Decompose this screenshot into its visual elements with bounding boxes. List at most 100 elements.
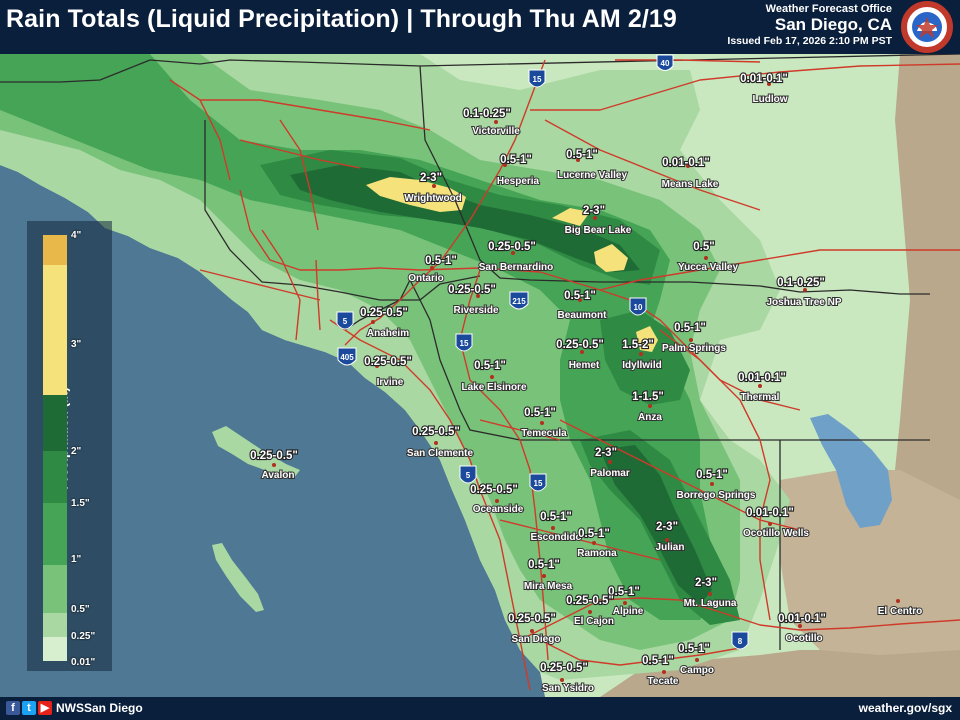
precip-zone-2-3-bigbear: [552, 208, 590, 226]
place-san-ysidro: 0.25-0.5" San Ysidro: [539, 661, 595, 695]
legend-tick-2: 2": [71, 446, 82, 457]
svg-text:5: 5: [343, 317, 348, 326]
svg-text:1.5-2": 1.5-2": [622, 339, 654, 351]
i8-shield: 8: [731, 631, 749, 650]
legend-colorbar: [43, 235, 67, 661]
svg-text:Borrego Springs: Borrego Springs: [677, 490, 756, 501]
svg-text:Oceanside: Oceanside: [473, 504, 524, 515]
svg-text:Means Lake: Means Lake: [662, 179, 719, 190]
svg-text:Julian: Julian: [656, 542, 685, 553]
office-info: Weather Forecast Office San Diego, CA Is…: [727, 3, 892, 47]
youtube-icon[interactable]: ▶: [38, 701, 52, 715]
svg-text:0.01-0.1": 0.01-0.1": [662, 157, 710, 169]
svg-text:Temecula: Temecula: [521, 428, 567, 439]
svg-text:Anaheim: Anaheim: [367, 328, 409, 339]
legend-tick-4: 4": [71, 230, 82, 241]
place-palomar: 2-3" Palomar: [589, 446, 631, 480]
svg-text:Joshua Tree NP: Joshua Tree NP: [766, 297, 841, 308]
svg-text:0.5-1": 0.5-1": [474, 360, 506, 372]
svg-text:0.5": 0.5": [693, 241, 714, 253]
svg-text:0.25-0.5": 0.25-0.5": [488, 241, 536, 253]
place-yucca-valley: 0.5" Yucca Valley: [677, 240, 739, 274]
svg-text:0.1-0.25": 0.1-0.25": [463, 108, 511, 120]
svg-text:8: 8: [738, 637, 743, 646]
legend-swatch-3: [43, 265, 67, 395]
svg-text:2-3": 2-3": [695, 577, 717, 589]
svg-text:0.5-1": 0.5-1": [500, 154, 532, 166]
place-mt-laguna: 2-3" Mt. Laguna: [683, 576, 738, 610]
i5-shield-north: 5: [336, 311, 354, 330]
place-mira-mesa: 0.5-1" Mira Mesa: [523, 558, 574, 593]
svg-text:0.5-1": 0.5-1": [528, 559, 560, 571]
legend-swatch-0-01: [43, 637, 67, 661]
svg-text:0.1-0.25": 0.1-0.25": [777, 277, 825, 289]
place-san-diego: 0.25-0.5" San Diego: [507, 612, 561, 646]
svg-text:0.25-0.5": 0.25-0.5": [360, 307, 408, 319]
legend-tick-3: 3": [71, 339, 82, 350]
svg-text:0.5-1": 0.5-1": [425, 255, 457, 267]
legend-swatch-0-5: [43, 565, 67, 613]
svg-text:0.5-1": 0.5-1": [564, 290, 596, 302]
place-big-bear-lake: 2-3" Big Bear Lake: [564, 204, 633, 237]
svg-text:0.5-1": 0.5-1": [540, 511, 572, 523]
svg-text:0.25-0.5": 0.25-0.5": [470, 484, 518, 496]
svg-text:0.5-1": 0.5-1": [578, 528, 610, 540]
svg-text:Lucerne Valley: Lucerne Valley: [557, 170, 627, 181]
svg-text:San Clemente: San Clemente: [407, 448, 474, 459]
svg-text:Big Bear Lake: Big Bear Lake: [565, 225, 632, 236]
place-oceanside: 0.25-0.5" Oceanside: [469, 483, 525, 516]
social-handle[interactable]: NWSSan Diego: [56, 701, 143, 715]
svg-text:Palomar: Palomar: [590, 468, 630, 479]
svg-text:Yucca Valley: Yucca Valley: [678, 262, 738, 273]
svg-text:Victorville: Victorville: [472, 126, 520, 137]
i15-shield-north: 15: [528, 69, 546, 88]
place-ontario: 0.5-1" Ontario: [407, 254, 458, 285]
svg-text:Hesperia: Hesperia: [497, 176, 540, 187]
san-clemente-island: [212, 543, 264, 612]
place-palm-springs: 0.5-1" Palm Springs: [661, 321, 727, 355]
place-ludlow: 0.01-0.1" Ludlow: [739, 72, 789, 106]
svg-text:0.25-0.5": 0.25-0.5": [566, 595, 614, 607]
precip-zone-idyllwild: [600, 310, 690, 405]
svg-text:Avalon: Avalon: [262, 470, 295, 481]
title-bar: Rain Totals (Liquid Precipitation) | Thr…: [0, 0, 960, 54]
i215-shield: 215: [509, 291, 529, 310]
svg-text:15: 15: [533, 75, 542, 84]
place-labels: 0.1-0.25" Victorville 0.5-1" Hesperia 0.5-…: [249, 72, 923, 695]
place-temecula: 0.5-1" Temecula: [520, 406, 568, 440]
svg-text:Wrightwood: Wrightwood: [404, 193, 462, 204]
i15-shield-south: 15: [529, 473, 547, 492]
place-riverside: 0.25-0.5" Riverside: [447, 283, 500, 317]
facebook-icon[interactable]: f: [6, 701, 20, 715]
precip-zone-1-5-2-idyllwild: [636, 326, 658, 352]
place-borrego-springs: 0.5-1" Borrego Springs: [676, 468, 757, 502]
place-thermal: 0.01-0.1" Thermal: [737, 371, 787, 404]
svg-text:0.25-0.5": 0.25-0.5": [540, 662, 588, 674]
svg-text:Ontario: Ontario: [408, 273, 444, 284]
svg-text:2-3": 2-3": [595, 447, 617, 459]
catalina-island: [212, 426, 300, 478]
desert-terrain-south: [780, 470, 960, 655]
svg-text:Tecate: Tecate: [648, 676, 679, 687]
svg-text:0.5-1": 0.5-1": [524, 407, 556, 419]
issued-time: Issued Feb 17, 2026 2:10 PM PST: [727, 35, 892, 47]
place-anaheim: 0.25-0.5" Anaheim: [359, 306, 410, 340]
i405-shield: 405: [337, 347, 357, 366]
svg-text:Beaumont: Beaumont: [558, 310, 608, 321]
place-victorville: 0.1-0.25" Victorville: [462, 107, 521, 138]
svg-text:215: 215: [512, 297, 526, 306]
svg-text:Ramona: Ramona: [577, 548, 617, 559]
twitter-icon[interactable]: t: [22, 701, 36, 715]
website-link[interactable]: weather.gov/sgx: [858, 701, 952, 715]
svg-text:San Bernardino: San Bernardino: [479, 262, 553, 273]
svg-text:1-1.5": 1-1.5": [632, 391, 664, 403]
city-markers: [272, 82, 900, 682]
salton-sea: [810, 414, 892, 528]
svg-text:2-3": 2-3": [656, 521, 678, 533]
place-means-lake: 0.01-0.1" Means Lake: [661, 156, 720, 191]
svg-text:0.01-0.1": 0.01-0.1": [740, 73, 788, 85]
place-idyllwild: 1.5-2" Idyllwild: [621, 338, 663, 372]
i15-shield-mid: 15: [455, 333, 473, 352]
svg-text:0.25-0.5": 0.25-0.5": [412, 426, 460, 438]
